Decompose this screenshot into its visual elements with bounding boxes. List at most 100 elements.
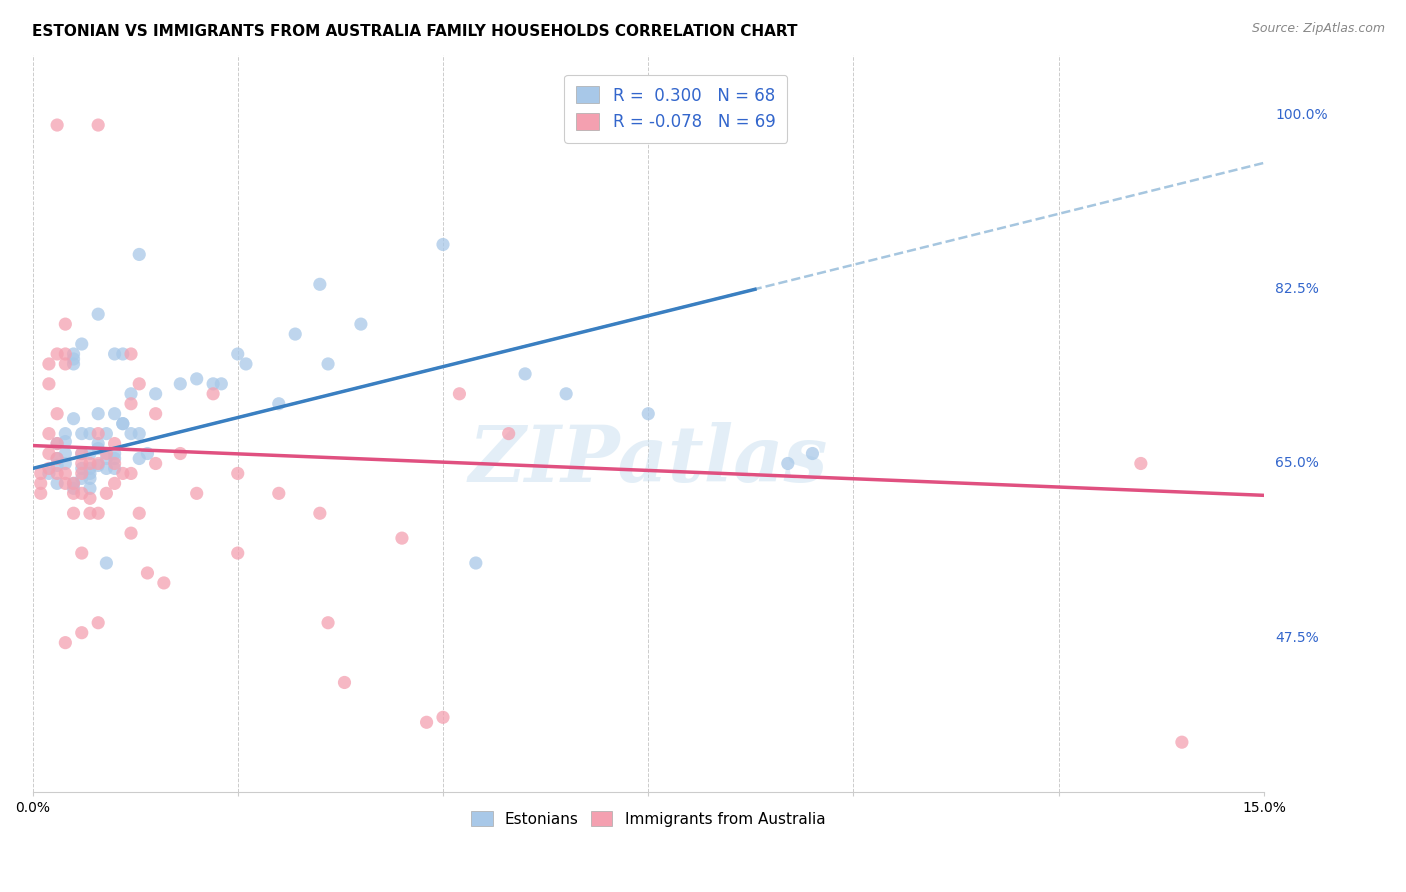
Point (70, 486, 93, 500)
Point (30, 486, 52, 500)
Point (104, 476, 127, 491)
Point (62, 347, 84, 361)
Point (308, 277, 330, 292)
Point (120, 347, 142, 361)
Point (87, 457, 110, 471)
Point (70, 467, 93, 481)
Point (46, 407, 69, 421)
Point (79, 461, 101, 475)
Point (62, 476, 84, 491)
Text: 100.0%: 100.0% (1275, 108, 1327, 122)
Point (226, 347, 249, 361)
Point (316, 357, 339, 371)
Point (1129, 457, 1152, 471)
Point (38, 446, 60, 460)
Point (104, 446, 127, 460)
Point (128, 506, 150, 520)
Point (333, 675, 356, 690)
Point (70, 461, 93, 475)
Point (87, 506, 110, 520)
Point (449, 386, 471, 401)
Point (87, 426, 110, 441)
Point (70, 446, 93, 460)
Point (46, 451, 69, 466)
Point (128, 247, 150, 261)
Point (70, 426, 93, 441)
Point (316, 615, 339, 630)
Point (111, 347, 134, 361)
Point (432, 710, 454, 724)
Point (53, 434, 76, 449)
Point (96, 446, 118, 460)
Point (46, 476, 69, 491)
Point (111, 417, 134, 431)
Point (120, 397, 142, 411)
Point (96, 426, 118, 441)
Point (169, 376, 191, 391)
Point (432, 237, 454, 252)
Point (30, 476, 52, 491)
Point (464, 556, 486, 570)
Point (62, 486, 84, 500)
Text: 47.5%: 47.5% (1275, 631, 1319, 645)
Text: Source: ZipAtlas.com: Source: ZipAtlas.com (1251, 22, 1385, 36)
Point (87, 407, 110, 421)
Point (104, 457, 127, 471)
Point (79, 467, 101, 481)
Point (308, 506, 330, 520)
Point (70, 337, 93, 351)
Point (186, 486, 208, 500)
Point (145, 457, 167, 471)
Legend: Estonians, Immigrants from Australia: Estonians, Immigrants from Australia (463, 802, 834, 836)
Point (104, 451, 127, 466)
Point (169, 446, 191, 460)
Point (415, 715, 437, 730)
Point (87, 307, 110, 321)
Point (79, 426, 101, 441)
Point (637, 407, 659, 421)
Point (53, 357, 76, 371)
Point (96, 451, 118, 466)
Point (70, 546, 93, 560)
Point (70, 457, 93, 471)
Point (79, 481, 101, 495)
Point (38, 467, 60, 481)
Point (53, 426, 76, 441)
Point (513, 367, 536, 381)
Point (209, 376, 232, 391)
Point (62, 476, 84, 491)
Point (46, 347, 69, 361)
Point (46, 118, 69, 132)
Point (79, 491, 101, 506)
Point (202, 376, 225, 391)
Point (350, 317, 373, 331)
Point (79, 471, 101, 485)
Text: ZIPatlas: ZIPatlas (468, 422, 828, 499)
Point (87, 118, 110, 132)
Point (96, 556, 118, 570)
Point (79, 446, 101, 460)
Point (46, 436, 69, 450)
Point (62, 351, 84, 366)
Point (136, 566, 159, 580)
Point (226, 546, 249, 560)
Point (87, 615, 110, 630)
Point (120, 526, 142, 541)
Point (120, 467, 142, 481)
Point (120, 386, 142, 401)
Point (79, 457, 101, 471)
Point (53, 457, 76, 471)
Point (120, 426, 142, 441)
Point (87, 436, 110, 450)
Point (79, 506, 101, 520)
Point (62, 506, 84, 520)
Point (53, 467, 76, 481)
Point (145, 407, 167, 421)
Point (128, 376, 150, 391)
Point (391, 531, 413, 545)
Point (70, 625, 93, 640)
Point (555, 386, 578, 401)
Point (87, 458, 110, 473)
Point (53, 347, 76, 361)
Point (801, 446, 824, 460)
